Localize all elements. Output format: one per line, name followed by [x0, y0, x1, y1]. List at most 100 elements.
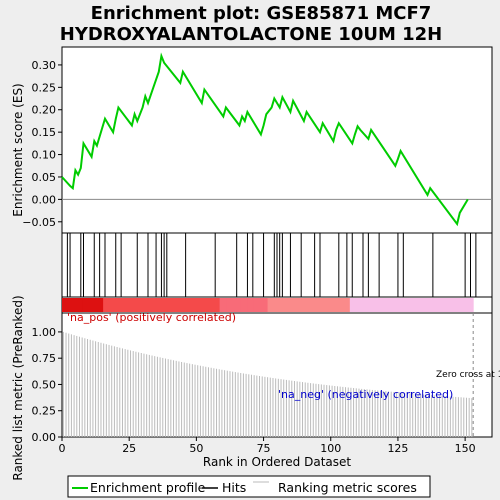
color-bar-segment: [418, 298, 426, 312]
color-bar-segment: [205, 298, 214, 312]
color-bar-segment: [281, 298, 289, 312]
color-bar-segment: [82, 298, 90, 312]
color-bar-segment: [109, 298, 118, 312]
color-bar-segment: [288, 298, 296, 312]
x-tick-label: 0: [59, 442, 66, 455]
x-tick-label: 125: [387, 442, 408, 455]
color-bar-segment: [260, 298, 269, 312]
es-y-tick-label: 0.30: [32, 59, 57, 72]
x-tick-label: 100: [320, 442, 341, 455]
color-bar-segment: [274, 298, 282, 312]
color-bar-segment: [377, 298, 385, 312]
es-y-tick-label: 0.05: [32, 171, 57, 184]
color-bar-segment: [301, 298, 310, 312]
title-line-1: Enrichment plot: GSE85871 MCF7: [91, 3, 432, 24]
color-bar-segment: [62, 298, 70, 312]
x-axis-label: Rank in Ordered Dataset: [203, 455, 351, 469]
legend-box: [67, 475, 431, 498]
legend: Enrichment profile Hits Ranking metric s…: [67, 475, 431, 498]
es-y-tick-label: 0.10: [32, 149, 57, 162]
title-line-2: HYDROXYALANTOLACTONE 10UM 12H: [60, 24, 443, 45]
es-y-axis: −0.05 0.00 0.05 0.10 0.15 0.20 0.25 0.30: [22, 59, 62, 229]
x-tick-label: 25: [122, 442, 136, 455]
color-bar-segment: [226, 298, 234, 312]
ranking-panel: [61, 312, 493, 438]
ranking-y-tick-label: 1.00: [32, 326, 57, 339]
color-bar-segment: [178, 298, 186, 312]
color-bar-segment: [116, 298, 125, 312]
color-bar-segment: [349, 298, 358, 312]
es-y-tick-label: −0.05: [22, 216, 56, 229]
color-bar-segment: [336, 298, 344, 312]
ranking-y-tick-label: 0.25: [32, 405, 57, 418]
color-bar-segment: [151, 298, 159, 312]
ranking-y-axis-label: Ranked list metric (PreRanked): [11, 295, 25, 480]
color-bar-segment: [247, 298, 255, 312]
color-bar-segment: [452, 298, 460, 312]
color-bar-segment: [171, 298, 180, 312]
color-bar-segment: [438, 298, 447, 312]
es-y-tick-label: 0.25: [32, 81, 57, 94]
color-bar-segment: [137, 298, 145, 312]
color-bar-segment: [130, 298, 138, 312]
color-bar-segment: [356, 298, 365, 312]
color-bar-segment: [342, 298, 351, 312]
color-bar-segment: [157, 298, 166, 312]
color-bar: [62, 298, 474, 312]
pos-correlated-label: 'na_pos' (positively correlated): [67, 311, 236, 324]
x-tick-label: 75: [257, 442, 271, 455]
es-y-tick-label: 0.00: [32, 193, 57, 206]
ranking-bars: [62, 331, 473, 437]
color-bar-segment: [123, 298, 132, 312]
color-bar-segment: [164, 298, 173, 312]
color-bar-segment: [144, 298, 152, 312]
color-bar-segment: [103, 298, 111, 312]
color-bar-segment: [459, 298, 467, 312]
x-tick-label: 50: [189, 442, 203, 455]
color-bar-segment: [308, 298, 317, 312]
color-bar-segment: [370, 298, 378, 312]
color-bar-segment: [219, 298, 227, 312]
hit-marks: [66, 233, 477, 297]
ranking-y-tick-label: 0.50: [32, 378, 57, 391]
color-bar-segment: [404, 298, 413, 312]
color-bar-segment: [390, 298, 399, 312]
color-bar-segment: [185, 298, 193, 312]
color-bar-segment: [295, 298, 303, 312]
es-panel: [61, 46, 493, 234]
x-tick-label: 150: [455, 442, 476, 455]
color-bar-segment: [445, 298, 454, 312]
color-bar-segment: [397, 298, 406, 312]
enrichment-profile-path: [61, 52, 469, 227]
color-bar-segment: [425, 298, 433, 312]
color-bar-segment: [411, 298, 419, 312]
zero-cross-label: Zero cross at 153: [436, 370, 500, 380]
es-y-tick-label: 0.15: [32, 126, 57, 139]
x-axis: 0 25 50 75 100 125 150: [59, 437, 476, 455]
enrichment-profile-line: [61, 52, 469, 227]
legend-ranking-label: Ranking metric scores: [278, 480, 417, 495]
color-bar-segment: [466, 298, 474, 312]
ranking-y-tick-label: 0.00: [32, 431, 57, 444]
es-y-axis-label: Enrichment score (ES): [11, 83, 25, 216]
legend-enrichment-label: Enrichment profile: [90, 480, 206, 495]
color-bar-segment: [192, 298, 200, 312]
color-bar-segment: [212, 298, 221, 312]
color-bar-segment: [432, 298, 440, 312]
color-bar-segment: [322, 298, 330, 312]
color-bar-segment: [363, 298, 371, 312]
color-bar-segment: [329, 298, 337, 312]
color-bar-segment: [233, 298, 241, 312]
legend-hits-label: Hits: [222, 480, 246, 495]
color-bar-segment: [75, 298, 84, 312]
neg-correlated-label: 'na_neg' (negatively correlated): [278, 388, 453, 401]
color-bar-segment: [315, 298, 323, 312]
color-bar-segment: [384, 298, 392, 312]
color-bar-segment: [267, 298, 275, 312]
ranking-y-tick-label: 0.75: [32, 352, 57, 365]
color-bar-segment: [89, 298, 97, 312]
color-bar-segment: [96, 298, 104, 312]
color-bar-segment: [68, 298, 77, 312]
es-y-tick-label: 0.20: [32, 104, 57, 117]
